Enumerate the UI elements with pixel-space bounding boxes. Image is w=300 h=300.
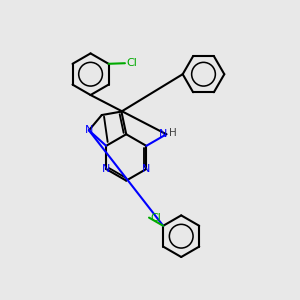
Text: Cl: Cl <box>150 213 161 223</box>
Text: H: H <box>169 128 177 138</box>
Text: N: N <box>142 164 151 174</box>
Text: N: N <box>85 125 93 135</box>
Text: N: N <box>102 164 110 174</box>
Text: N: N <box>159 129 168 139</box>
Text: Cl: Cl <box>126 58 137 68</box>
